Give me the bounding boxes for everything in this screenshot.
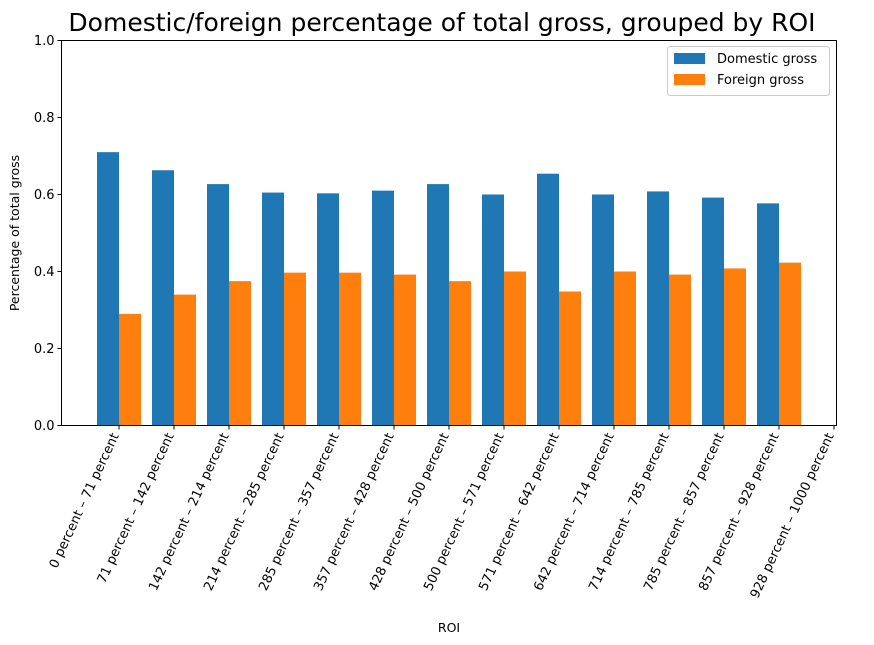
- legend-label-0: Domestic gross: [717, 52, 817, 67]
- y-tick-label-4: 0.8: [34, 111, 55, 126]
- legend-swatch-0: [674, 53, 705, 64]
- foreign-bar-12: [779, 262, 801, 426]
- y-tick-label-0: 0.0: [34, 419, 55, 434]
- domestic-bar-5: [372, 190, 394, 426]
- legend-swatch-1: [674, 74, 705, 85]
- domestic-bar-3: [262, 192, 284, 426]
- foreign-bar-9: [614, 271, 636, 426]
- legend-label-1: Foreign gross: [717, 73, 804, 88]
- y-tick-label-2: 0.4: [34, 265, 55, 280]
- foreign-bar-5: [394, 274, 416, 426]
- domestic-bar-4: [317, 193, 339, 426]
- foreign-bar-8: [559, 291, 581, 426]
- chart-title: Domestic/foreign percentage of total gro…: [68, 8, 815, 37]
- y-axis: 0.0 0.2 0.4 0.6 0.8 1.0: [34, 34, 62, 434]
- foreign-bar-7: [504, 271, 526, 426]
- foreign-bar-2: [229, 281, 251, 426]
- foreign-bar-3: [284, 272, 306, 426]
- y-tick-label-1: 0.2: [34, 342, 55, 357]
- y-axis-label: Percentage of total gross: [7, 155, 22, 311]
- legend-box: [667, 46, 830, 96]
- domestic-bar-12: [757, 203, 779, 426]
- bars-layer: [97, 152, 801, 426]
- foreign-bar-1: [174, 294, 196, 426]
- domestic-bar-11: [702, 197, 724, 426]
- legend: Domestic gross Foreign gross: [667, 46, 830, 96]
- y-tick-label-3: 0.6: [34, 188, 55, 203]
- domestic-bar-1: [152, 170, 174, 426]
- foreign-bar-0: [119, 313, 141, 426]
- foreign-bar-10: [669, 274, 691, 426]
- domestic-bar-10: [647, 191, 669, 426]
- domestic-bar-8: [537, 173, 559, 426]
- y-tick-label-5: 1.0: [34, 34, 55, 49]
- x-axis-label: ROI: [438, 620, 460, 635]
- domestic-bar-7: [482, 194, 504, 426]
- domestic-bar-2: [207, 184, 229, 426]
- foreign-bar-4: [339, 272, 361, 426]
- domestic-bar-6: [427, 184, 449, 426]
- domestic-bar-9: [592, 194, 614, 426]
- foreign-bar-6: [449, 281, 471, 426]
- domestic-bar-0: [97, 152, 119, 426]
- foreign-bar-11: [724, 268, 746, 426]
